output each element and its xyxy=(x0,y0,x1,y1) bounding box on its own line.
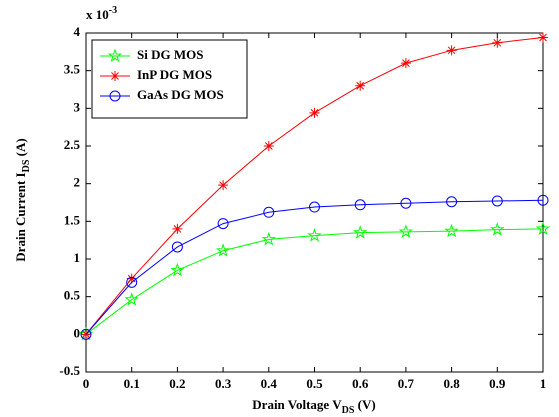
x-tick-label: 0.2 xyxy=(169,376,185,391)
marker xyxy=(215,243,231,257)
marker xyxy=(217,218,229,230)
y-tick-label: 1 xyxy=(74,250,81,265)
marker xyxy=(398,224,414,238)
y-axis-label-suffix: (A) xyxy=(13,138,28,159)
y-axis-label-text: Drain Current I xyxy=(13,172,28,261)
legend-marker xyxy=(107,48,123,63)
y-multiplier-exponent: -3 xyxy=(109,5,117,16)
x-axis-label-sub: DS xyxy=(342,405,355,416)
marker xyxy=(446,196,458,208)
marker xyxy=(400,197,412,209)
y-axis-label-sub: DS xyxy=(21,159,32,172)
y-axis-label: Drain Current IDS (A) xyxy=(13,138,32,261)
legend-label: GaAs DG MOS xyxy=(137,87,224,102)
marker xyxy=(537,194,549,206)
marker xyxy=(355,80,366,91)
legend: Si DG MOS InP DG MOS GaAs DG MOS xyxy=(91,39,248,119)
marker xyxy=(309,107,320,118)
marker xyxy=(124,292,139,306)
x-axis-label-suffix: (V) xyxy=(354,397,375,412)
marker xyxy=(354,199,366,211)
y-tick-label: 3.5 xyxy=(64,62,81,77)
y-tick-label: 4 xyxy=(74,24,81,39)
marker xyxy=(261,231,276,246)
marker xyxy=(307,228,322,242)
y-tick-label: 1.5 xyxy=(64,212,81,227)
marker xyxy=(218,180,229,191)
x-axis-label: Drain Voltage VDS (V) xyxy=(252,397,375,416)
series-line xyxy=(85,228,544,335)
marker xyxy=(126,276,138,288)
x-tick-label: 0.7 xyxy=(398,376,415,391)
legend-label: InP DG MOS xyxy=(137,67,212,82)
marker xyxy=(171,241,183,253)
marker xyxy=(444,223,459,238)
legend-label: Si DG MOS xyxy=(137,47,203,62)
series-line xyxy=(85,199,544,335)
marker xyxy=(535,221,551,235)
marker xyxy=(446,45,457,56)
legend-marker xyxy=(110,71,120,81)
x-tick-label: 0.8 xyxy=(443,376,460,391)
y-tick-label: 3 xyxy=(74,99,81,114)
marker xyxy=(353,225,368,239)
marker xyxy=(491,195,503,207)
y-multiplier: x 10-3 xyxy=(86,5,117,22)
y-multiplier-base: x 10 xyxy=(86,7,109,22)
x-tick-label: 0 xyxy=(83,376,90,391)
x-axis-label-text: Drain Voltage V xyxy=(252,397,342,412)
legend-marker xyxy=(109,90,121,102)
marker xyxy=(263,141,274,151)
y-tick-label: -0.5 xyxy=(59,363,80,378)
marker xyxy=(492,37,503,48)
marker xyxy=(538,32,548,43)
x-tick-label: 1 xyxy=(540,376,547,391)
x-tick-label: 0.5 xyxy=(306,376,323,391)
marker xyxy=(400,58,411,69)
marker xyxy=(490,222,505,236)
x-tick-label: 0.9 xyxy=(489,376,506,391)
x-tick-label: 0.3 xyxy=(215,376,232,391)
marker xyxy=(309,201,320,213)
marker xyxy=(170,262,185,277)
y-tick-label: 0 xyxy=(74,325,81,340)
marker xyxy=(80,328,92,340)
x-tick-label: 0.1 xyxy=(124,376,140,391)
x-tick-label: 0.6 xyxy=(352,376,369,391)
marker xyxy=(263,206,275,218)
y-tick-label: 2 xyxy=(74,175,81,190)
y-tick-label: 0.5 xyxy=(64,288,81,303)
x-tick-label: 0.4 xyxy=(261,376,278,391)
marker xyxy=(126,273,137,284)
y-tick-label: 2.5 xyxy=(64,137,81,152)
marker xyxy=(172,223,183,234)
